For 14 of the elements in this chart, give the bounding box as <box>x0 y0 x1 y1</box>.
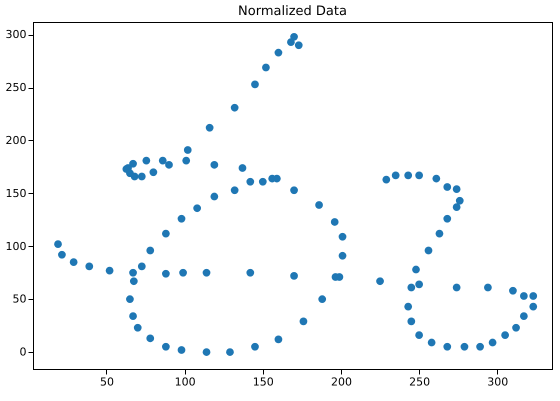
y-tick-label: 200 <box>6 134 26 147</box>
x-tick-label: 50 <box>100 376 114 388</box>
x-tick-label: 100 <box>174 376 196 388</box>
x-tick-label: 200 <box>330 376 352 388</box>
y-tick-label: 50 <box>12 292 26 306</box>
y-tick-label: 100 <box>6 240 26 253</box>
chart-title: Normalized Data <box>238 4 347 19</box>
x-tick-label: 150 <box>252 376 274 388</box>
x-tick-label: 300 <box>487 376 508 388</box>
y-tick-label: 150 <box>6 186 26 200</box>
y-tick-label: 250 <box>6 81 26 94</box>
y-tick-label: 300 <box>6 28 26 42</box>
x-tick-label: 250 <box>409 376 430 388</box>
y-tick-label: 0 <box>20 346 26 359</box>
